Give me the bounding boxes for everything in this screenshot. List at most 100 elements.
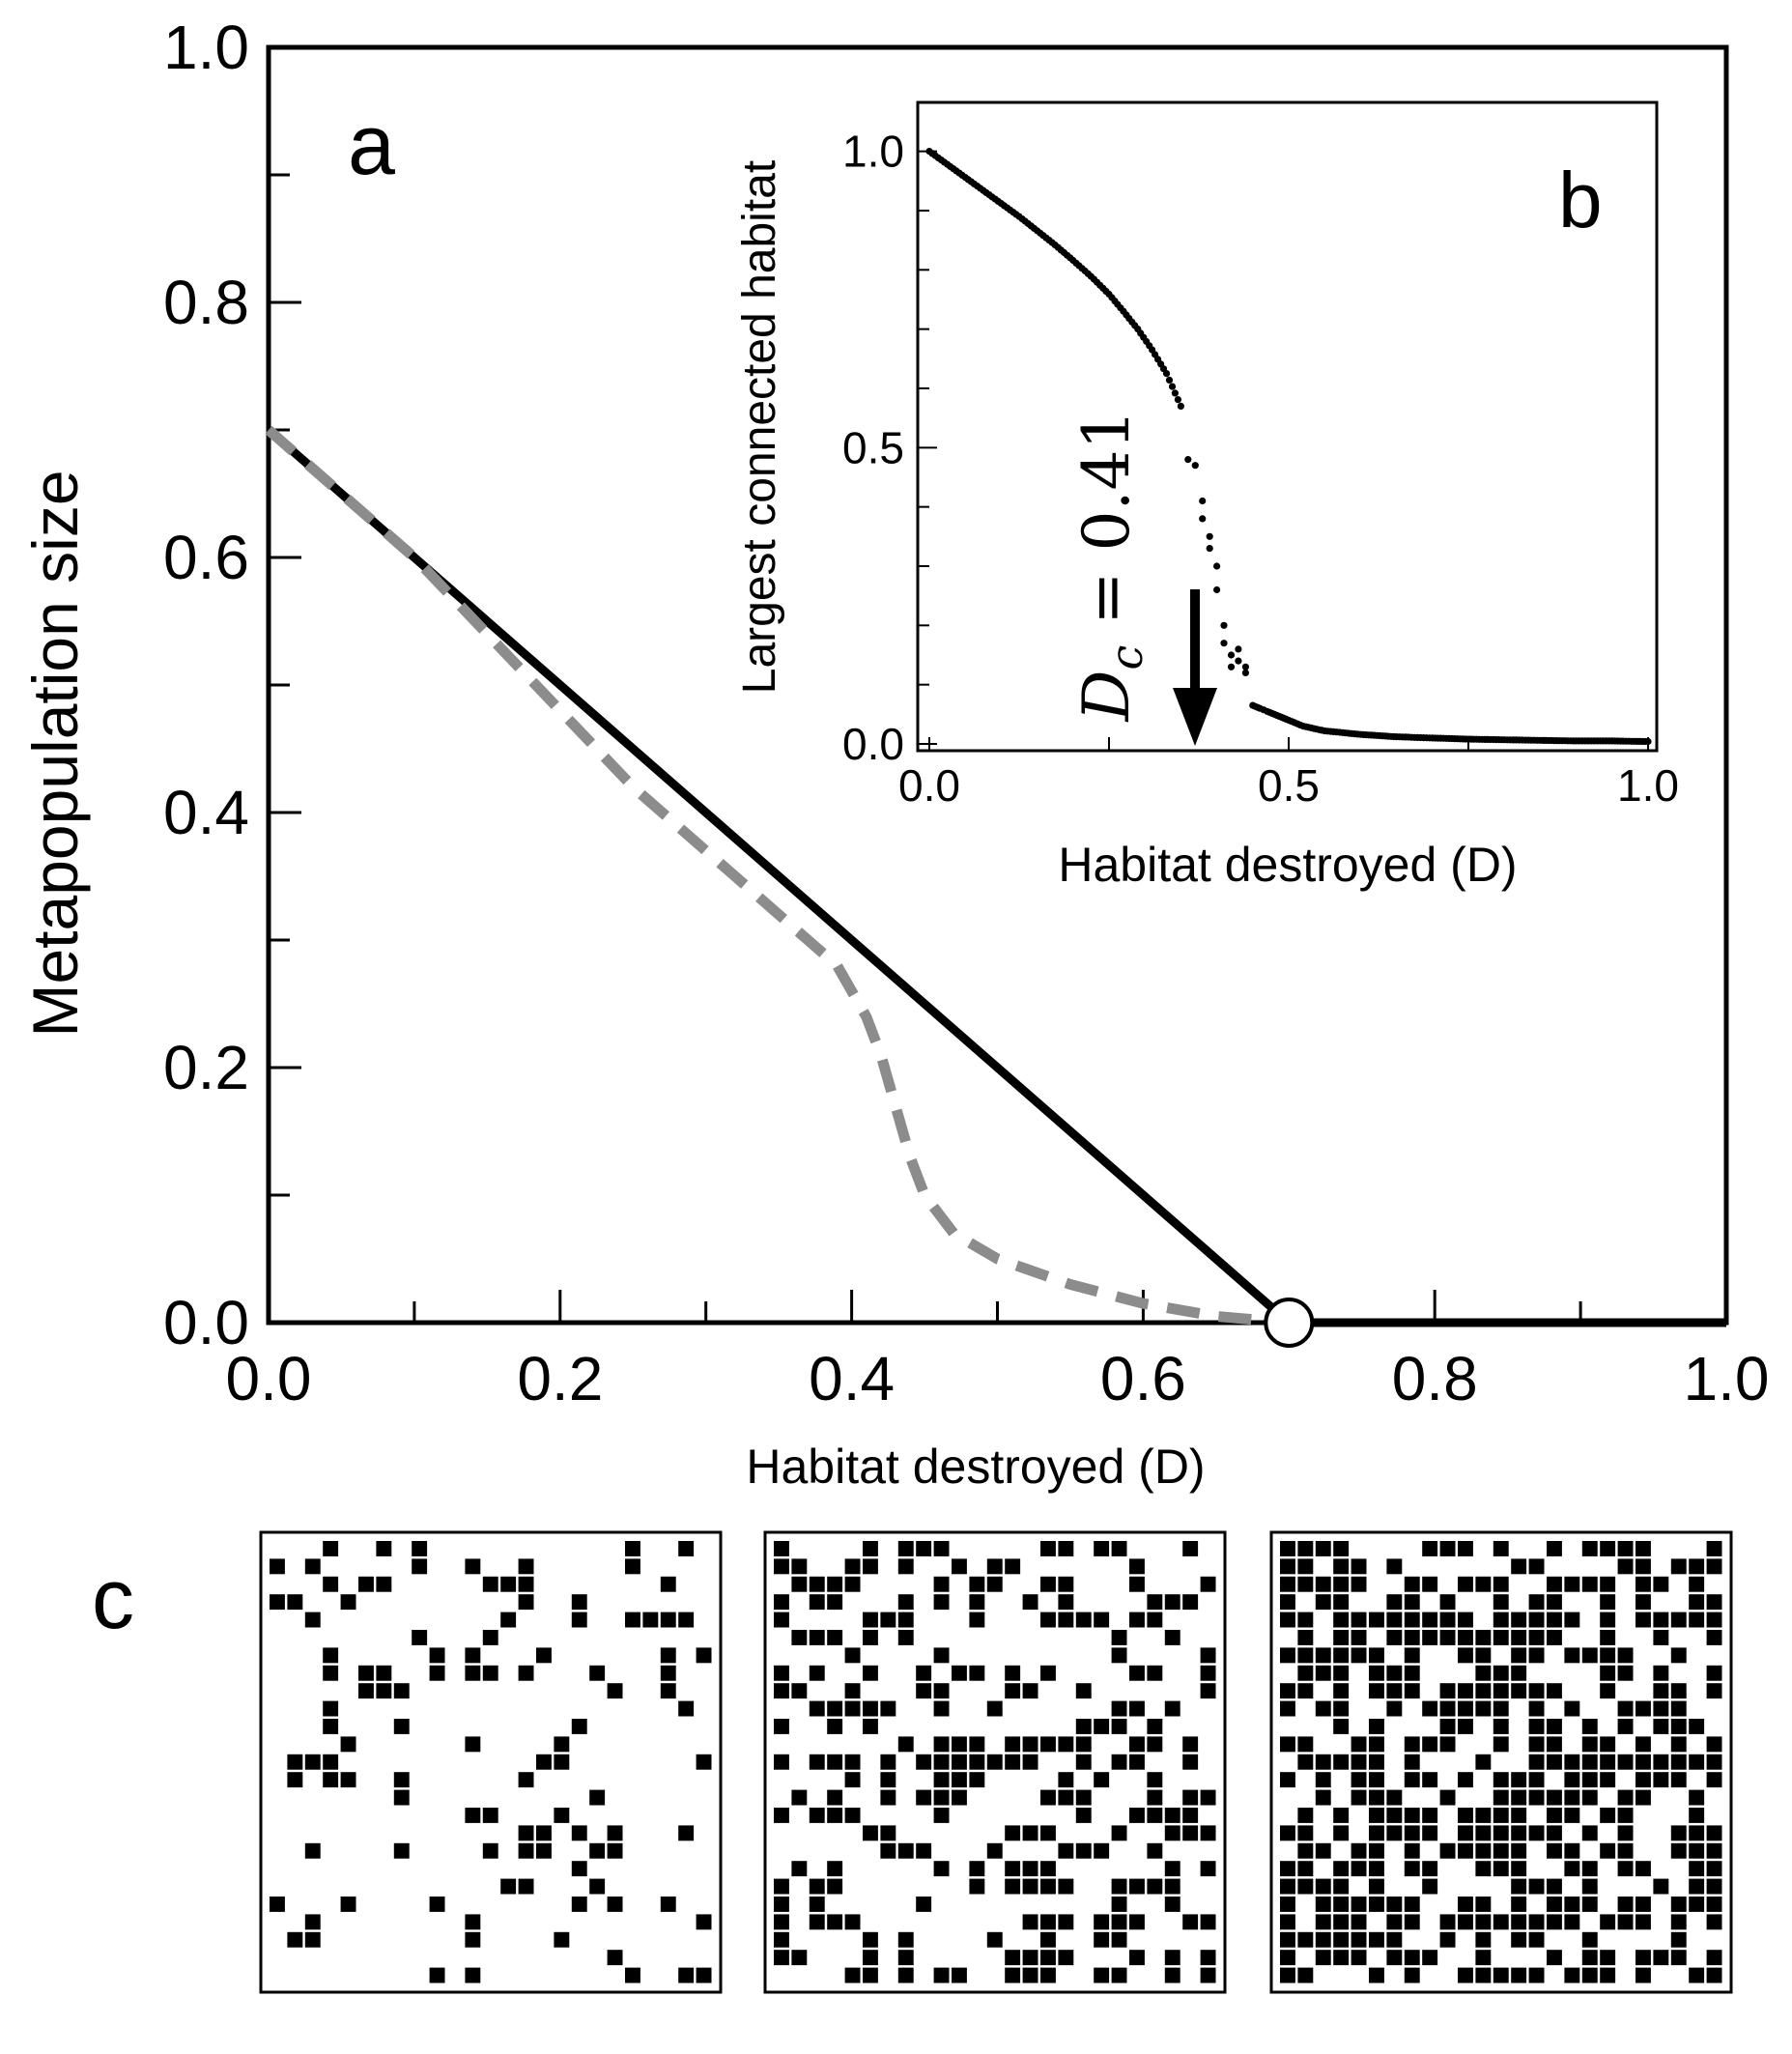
panel-c-destroyed-cell [1297,1808,1314,1823]
panel-c-destroyed-cell [1511,1789,1527,1806]
panel-c-destroyed-cell [1280,1825,1295,1841]
panel-c-destroyed-cell [1147,1878,1163,1895]
panel-c-destroyed-cell [1511,1878,1527,1895]
panel-c-destroyed-cell [1182,1789,1199,1806]
panel-c-destroyed-cell [827,1700,843,1717]
panel-c-destroyed-cell [1475,1683,1492,1699]
panel-c-destroyed-cell [1617,1914,1634,1930]
panel-c-destroyed-cell [1200,1789,1216,1806]
panel-c-destroyed-cell [1511,1630,1527,1645]
panel-c-destroyed-cell [1475,1647,1492,1664]
panel-c-destroyed-cell [1511,1861,1527,1877]
panel-c-destroyed-cell [518,1772,534,1788]
panel-c-destroyed-cell [1094,1842,1110,1859]
panel-b-inset: 0.0 0.5 1.0 0.0 0.5 1.0 b Habitat destroyed (… [734,100,1679,892]
panel-c-destroyed-cell [1706,1772,1722,1788]
panel-c-destroyed-cell [554,1931,570,1948]
panel-b-data-point [1641,737,1649,746]
panel-c-grid-label: D=0.20 [412,2045,570,2054]
panel-c-destroyed-cell [1617,1861,1634,1877]
panel-b-y-tick-label: 0.5 [842,422,904,472]
panel-c-destroyed-cell [1528,1914,1545,1930]
panel-c-destroyed-cell [1333,1878,1350,1895]
panel-c-destroyed-cell [1670,1558,1687,1575]
panel-c-destroyed-cell [1369,1825,1384,1841]
panel-c-destroyed-cell [1315,1665,1331,1681]
panel-c-destroyed-cell [1670,1772,1687,1788]
panel-c-destroyed-cell [1005,1950,1021,1966]
panel-c-destroyed-cell [1022,1914,1038,1930]
panel-c-destroyed-cell [1404,1736,1420,1753]
panel-c-destroyed-cell [774,1897,789,1912]
panel-c-destroyed-cell [774,1931,789,1948]
panel-c-destroyed-cell [809,1630,825,1645]
panel-b-data-point [1227,651,1236,659]
panel-c-destroyed-cell [1706,1897,1722,1912]
panel-c-destroyed-cell [1404,1914,1420,1930]
panel-c-destroyed-cell [1333,1861,1350,1877]
panel-c-destroyed-cell [678,1700,695,1717]
panel-c-destroyed-cell [1581,1861,1598,1877]
panel-c-destroyed-cell [1547,1736,1562,1753]
panel-c-destroyed-cell [287,1594,303,1611]
panel-c-destroyed-cell [774,1754,789,1770]
panel-a-ticks: 0.0 0.2 0.4 0.6 0.8 1.0 0.0 0.2 0.4 0.6 0.8 1.0 [163,13,1769,1413]
panel-c-destroyed-cell [1581,1967,1598,1983]
panel-c-destroyed-cell [1636,1772,1651,1788]
panel-c-destroyed-cell [1147,1594,1163,1611]
panel-c-destroyed-cell [1315,1647,1331,1664]
panel-c-destroyed-cell [1058,1914,1074,1930]
panel-c-destroyed-cell [827,1861,843,1877]
panel-b-data-point [1199,497,1207,505]
panel-c-destroyed-cell [1386,1630,1403,1645]
panel-c-destroyed-cell [1653,1772,1669,1788]
panel-c-destroyed-cell [1475,1700,1492,1717]
panel-c-destroyed-cell [1129,1736,1145,1753]
panel-c-destroyed-cell [1475,1861,1492,1877]
panel-c-destroyed-cell [1351,1647,1367,1664]
panel-c-destroyed-cell [1653,1719,1669,1734]
panel-b-data-point [1117,304,1124,312]
panel-c-destroyed-cell [969,1665,985,1681]
panel-a-letter: a [348,97,395,192]
panel-c-destroyed-cell [863,1630,878,1645]
panel-c-destroyed-cell [465,1665,481,1681]
panel-c-destroyed-cell [412,1630,428,1645]
panel-c-destroyed-cell [809,1878,825,1895]
panel-c-destroyed-cell [844,1808,861,1823]
panel-c-destroyed-cell [1315,1754,1331,1770]
panel-c-destroyed-cell [1280,1861,1295,1877]
panel-b-data-point [1426,734,1434,742]
panel-c-destroyed-cell [1369,1647,1384,1664]
panel-c-destroyed-cell [1297,1842,1314,1859]
panel-c-destroyed-cell [1547,1950,1562,1966]
panel-c-destroyed-cell [1040,1576,1056,1592]
panel-c-destroyed-cell [1581,1576,1598,1592]
panel-c-destroyed-cell [1386,1914,1403,1930]
panel-c-destroyed-cell [1351,1931,1367,1948]
panel-c-destroyed-cell [791,1630,808,1645]
panel-c-destroyed-cell [1280,1967,1295,1983]
panel-c-destroyed-cell [1706,1914,1722,1930]
panel-c-destroyed-cell [536,1754,552,1770]
panel-c-destroyed-cell [1564,1612,1580,1628]
panel-c-destroyed-cell [1493,1772,1509,1788]
panel-c-destroyed-cell [1458,1576,1473,1592]
panel-c-destroyed-cell [1528,1630,1545,1645]
panel-c-destroyed-cell [1439,1842,1456,1859]
panel-c-destroyed-cell [625,1967,640,1983]
panel-c-destroyed-cell [1404,1808,1420,1823]
panel-b-y-tick-label: 1.0 [842,127,904,177]
panel-c-destroyed-cell [880,1612,896,1628]
panel-c-destroyed-cell [1458,1897,1473,1912]
panel-c-destroyed-cell [1458,1772,1473,1788]
panel-c-destroyed-cell [1369,1612,1384,1628]
panel-c-destroyed-cell [1670,1647,1687,1664]
panel-c-destroyed-cell [1636,1558,1651,1575]
panel-c-destroyed-cell [1058,1772,1074,1788]
panel-c-destroyed-cell [358,1683,374,1699]
panel-c-destroyed-cell [1439,1736,1456,1753]
panel-c-destroyed-cell [1475,1576,1492,1592]
panel-c-destroyed-cell [1182,1736,1199,1753]
panel-c-destroyed-cell [518,1842,534,1859]
